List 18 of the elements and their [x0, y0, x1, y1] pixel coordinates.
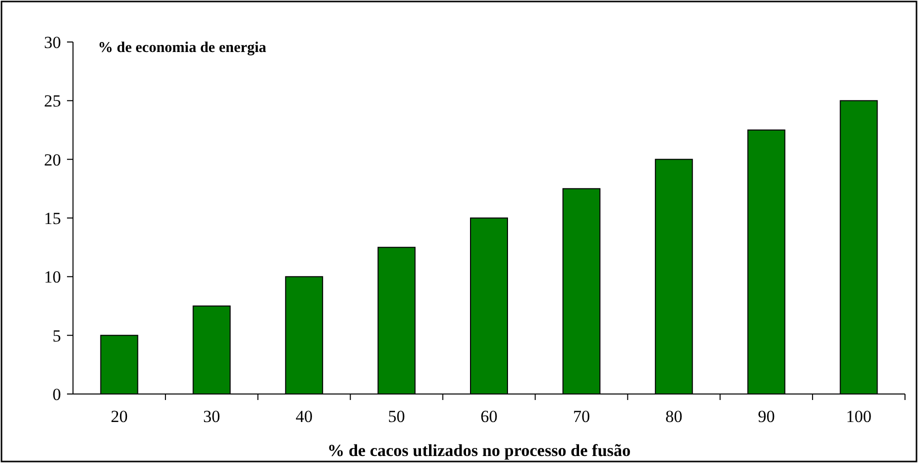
y-tick-label: 10 — [44, 268, 61, 287]
x-tick-label: 90 — [758, 407, 775, 426]
x-tick-label: 100 — [846, 407, 872, 426]
y-tick-label: 30 — [44, 32, 61, 52]
x-tick-label: 40 — [296, 407, 313, 426]
y-tick-label: 15 — [44, 208, 61, 228]
x-tick-label: 60 — [480, 407, 498, 426]
x-tick-label: 30 — [203, 407, 220, 426]
y-tick-label: 0 — [52, 384, 61, 404]
x-tick-label: 80 — [665, 407, 682, 426]
x-tick-label: 50 — [388, 407, 406, 426]
x-axis-title: % de cacos utlizados no processo de fusão — [327, 441, 631, 460]
y-tick-label: 25 — [44, 92, 61, 111]
x-tick-label: 20 — [110, 407, 128, 426]
x-tick-label: 70 — [572, 407, 590, 426]
y-tick-label: 20 — [44, 150, 61, 170]
y-tick-label: 5 — [52, 326, 61, 346]
chart-title: % de economia de energia — [98, 40, 267, 56]
